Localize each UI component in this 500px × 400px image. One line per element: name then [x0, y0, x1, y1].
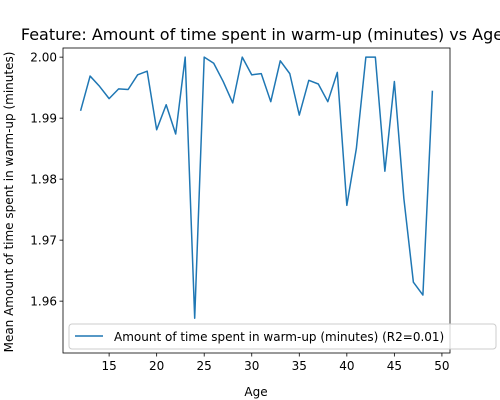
legend-label: Amount of time spent in warm-up (minutes…: [114, 330, 444, 344]
y-tick-label: 1.97: [30, 234, 57, 248]
x-tick-label: 35: [292, 359, 307, 373]
chart-title: Feature: Amount of time spent in warm-up…: [21, 25, 500, 44]
x-tick-label: 15: [101, 359, 116, 373]
y-axis-label: Mean Amount of time spent in warm-up (mi…: [2, 52, 16, 353]
x-tick-label: 30: [244, 359, 259, 373]
y-tick-label: 1.96: [30, 295, 57, 309]
y-tick-label: 2.00: [30, 51, 57, 65]
x-tick-label: 40: [339, 359, 354, 373]
legend: Amount of time spent in warm-up (minutes…: [68, 323, 497, 350]
plot-area: 15 20 25 30 35 40 45 50 1.96 1.97 1.98 1.99 2.00 Amou…: [30, 47, 497, 373]
x-tick-label: 50: [434, 359, 449, 373]
x-tick-label: 45: [387, 359, 402, 373]
axes-frame: [62, 47, 451, 354]
x-tick-label: 20: [149, 359, 164, 373]
y-tick-label: 1.98: [30, 173, 57, 187]
y-tick-label: 1.99: [30, 112, 57, 126]
x-tick-label: 25: [197, 359, 212, 373]
series-line-0: [79, 56, 434, 319]
legend-box: [68, 323, 497, 350]
x-axis-label: Age: [244, 385, 267, 399]
